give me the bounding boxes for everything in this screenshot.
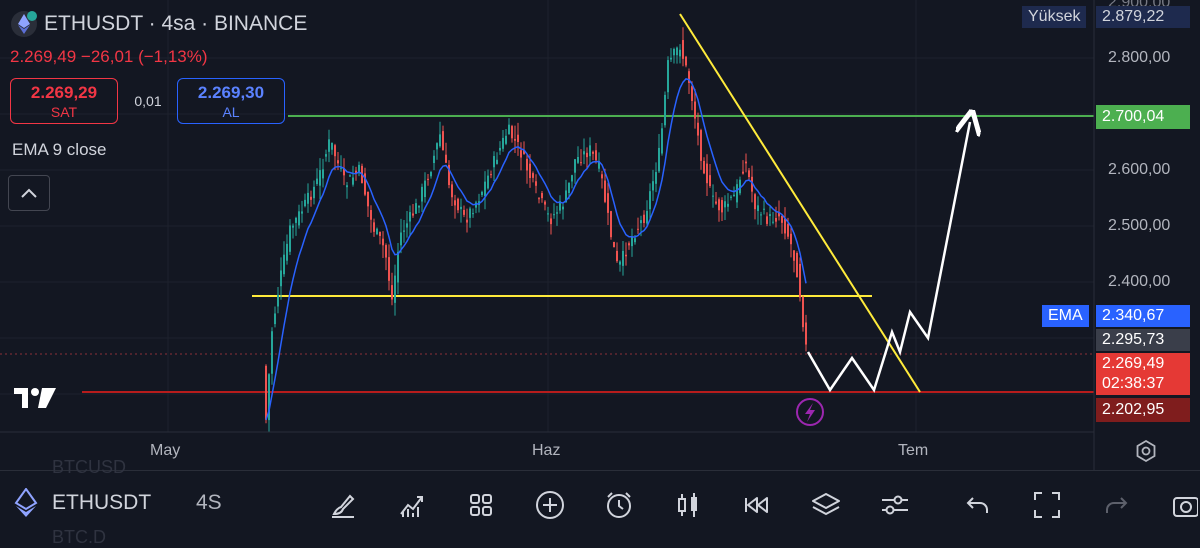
price-tick: 2.800,00 bbox=[1108, 49, 1171, 66]
last-price-value: 2.269,49 bbox=[1102, 355, 1165, 372]
redo-icon[interactable] bbox=[1096, 485, 1136, 525]
chart-settings-icon[interactable] bbox=[1134, 439, 1158, 463]
high-label: Yüksek bbox=[1022, 6, 1087, 28]
price-change: 2.269,49 −26,01 (−1,13%) bbox=[10, 47, 208, 66]
chart-area[interactable]: ETHUSDT · 4sa · BINANCE 2.269,49 −26,01 … bbox=[0, 0, 1200, 470]
sell-button[interactable]: 2.269,29 SAT bbox=[10, 78, 118, 124]
high-value: 2.879,22 bbox=[1096, 6, 1190, 28]
interval-button[interactable]: 4S bbox=[196, 491, 222, 514]
bottom-toolbar: BTCUSD BTC.D ETHUSDT 4S bbox=[0, 457, 1200, 547]
ghost-symbol-top: BTCUSD bbox=[52, 457, 127, 477]
tradingview-logo-icon[interactable] bbox=[14, 386, 60, 410]
sell-label: SAT bbox=[50, 104, 78, 120]
symbol-search-button[interactable]: ETHUSDT bbox=[52, 491, 152, 514]
indicator-legend[interactable]: EMA 9 close bbox=[12, 140, 107, 159]
layers-icon[interactable] bbox=[806, 485, 846, 525]
undo-icon[interactable] bbox=[958, 485, 998, 525]
settings-sliders-icon[interactable] bbox=[875, 485, 915, 525]
price-chart[interactable] bbox=[0, 0, 1200, 470]
indicators-icon[interactable] bbox=[392, 485, 432, 525]
level-tag: 2.700,04 bbox=[1096, 105, 1190, 129]
add-icon[interactable] bbox=[530, 485, 570, 525]
collapse-legend-button[interactable] bbox=[8, 175, 50, 211]
buy-label: AL bbox=[222, 104, 240, 120]
price-tick: 2.600,00 bbox=[1108, 161, 1171, 178]
alert-icon[interactable] bbox=[599, 485, 639, 525]
ema-tag-label: EMA bbox=[1042, 305, 1089, 327]
ema-line bbox=[265, 78, 807, 421]
projection-path[interactable] bbox=[806, 122, 970, 393]
candle-type-icon[interactable] bbox=[668, 485, 708, 525]
sell-price: 2.269,29 bbox=[30, 83, 98, 102]
ghost-symbol-bottom: BTC.D bbox=[52, 527, 106, 547]
ethereum-icon bbox=[11, 11, 37, 37]
chevron-up-icon bbox=[21, 188, 37, 198]
brush-icon[interactable] bbox=[323, 485, 363, 525]
price-tick: 2.400,00 bbox=[1108, 273, 1171, 290]
price-tick-top: 2.900,00 bbox=[1108, 0, 1170, 12]
price-tick: 2.500,00 bbox=[1108, 217, 1171, 234]
camera-icon[interactable] bbox=[1168, 485, 1200, 525]
support-tag: 2.202,95 bbox=[1096, 398, 1190, 422]
ema-value: 2.340,67 bbox=[1096, 305, 1190, 327]
time-tick: Haz bbox=[532, 442, 561, 459]
symbol-title[interactable]: ETHUSDT · 4sa · BINANCE bbox=[44, 12, 308, 35]
chart-header: ETHUSDT · 4sa · BINANCE bbox=[10, 10, 307, 38]
replay-icon[interactable] bbox=[737, 485, 777, 525]
candlesticks bbox=[265, 27, 807, 433]
grid-lines bbox=[0, 0, 1094, 432]
last-price-tag: 2.269,49 02:38:37 bbox=[1096, 353, 1190, 395]
fullscreen-icon[interactable] bbox=[1027, 485, 1067, 525]
buy-price: 2.269,30 bbox=[197, 83, 265, 102]
ethereum-icon[interactable] bbox=[12, 488, 40, 518]
buy-button[interactable]: 2.269,30 AL bbox=[177, 78, 285, 124]
flash-alert-icon[interactable] bbox=[796, 398, 824, 426]
time-tick: Tem bbox=[898, 442, 929, 459]
time-tick: May bbox=[150, 442, 181, 459]
templates-icon[interactable] bbox=[461, 485, 501, 525]
candle-countdown: 02:38:37 bbox=[1102, 375, 1165, 392]
spread-value: 0,01 bbox=[134, 93, 162, 109]
yellow-trendline[interactable] bbox=[679, 13, 921, 393]
dotted-price-tag: 2.295,73 bbox=[1096, 329, 1190, 351]
